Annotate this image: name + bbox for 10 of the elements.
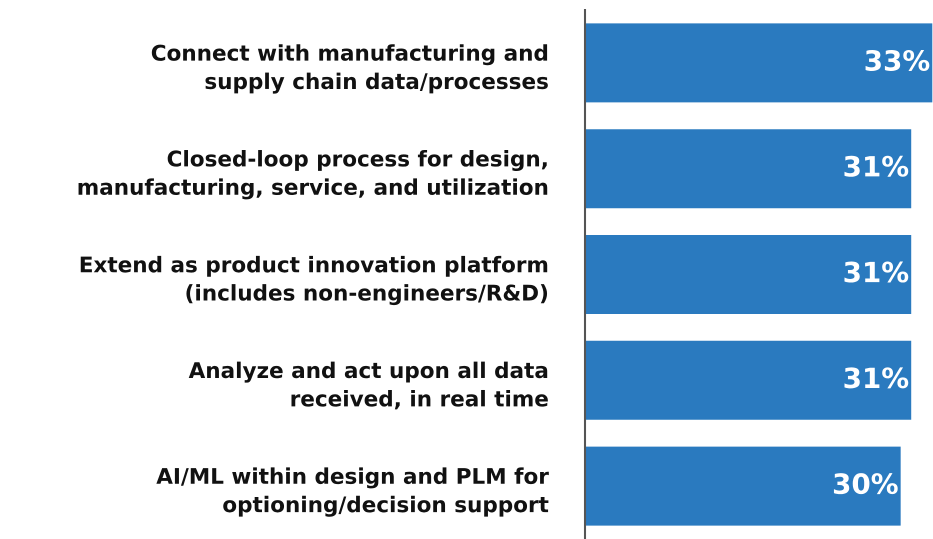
data-label: 30%	[834, 473, 898, 494]
y-tick-label: Closed-loop process for design, manufacturing, service, and utilization	[78, 150, 548, 200]
y-tick-label: AI/ML within design and PLM for optioning/decision support	[156, 467, 549, 517]
y-tick-label: Extend as product innovation platform (includes non-engineers/R&D)	[80, 256, 548, 306]
data-label: 31%	[844, 367, 908, 388]
data-label: 31%	[844, 156, 908, 177]
y-tick-label: Analyze and act upon all data received, in real time	[188, 362, 548, 410]
y-tick-label: Connect with manufacturing and supply chain data/processes	[152, 44, 548, 94]
data-label: 31%	[844, 262, 908, 283]
data-label: 33%	[866, 50, 930, 71]
